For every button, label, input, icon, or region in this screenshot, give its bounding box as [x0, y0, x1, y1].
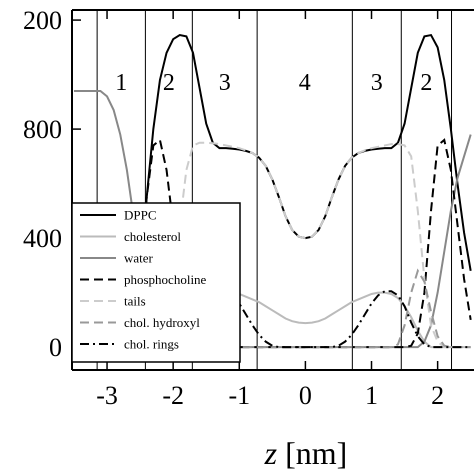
x-label-var: z	[264, 435, 278, 471]
series-line	[73, 141, 471, 349]
region-label: 3	[371, 70, 383, 96]
x-label-unit: [nm]	[285, 435, 347, 471]
x-tick-label: -1	[228, 381, 250, 410]
y-tick-label: 800	[23, 115, 62, 144]
region-label: 2	[420, 70, 432, 96]
x-tick-label: 2	[431, 381, 444, 410]
x-tick-label: 0	[299, 381, 312, 410]
region-label: 2	[163, 70, 175, 96]
x-axis-label: z [nm]	[264, 435, 348, 471]
regions: 1 2 3 4 3 2	[96, 10, 453, 370]
x-tick-label: -3	[96, 381, 118, 410]
legend-label: DPPC	[124, 208, 157, 223]
legend-label: tails	[124, 294, 146, 309]
region-label: 3	[219, 70, 231, 96]
x-tick-label: 1	[365, 381, 378, 410]
legend-label: chol. rings	[124, 337, 179, 352]
y-tick-label: 200	[23, 6, 62, 35]
legend-box	[71, 202, 241, 363]
legend: DPPC cholesterol water phosphocholine tails c…	[71, 202, 241, 363]
legend-label: water	[124, 251, 154, 266]
series-line	[73, 268, 471, 349]
region-label: 4	[299, 70, 311, 96]
x-tick-label: -2	[162, 381, 184, 410]
region-label: 1	[115, 70, 127, 96]
legend-label: chol. hydroxyl	[124, 315, 200, 330]
y-tick-label: 400	[23, 224, 62, 253]
series-line	[73, 290, 471, 349]
y-tick-label: 0	[49, 333, 62, 362]
legend-label: cholesterol	[124, 229, 181, 244]
legend-label: phosphocholine	[124, 272, 207, 287]
